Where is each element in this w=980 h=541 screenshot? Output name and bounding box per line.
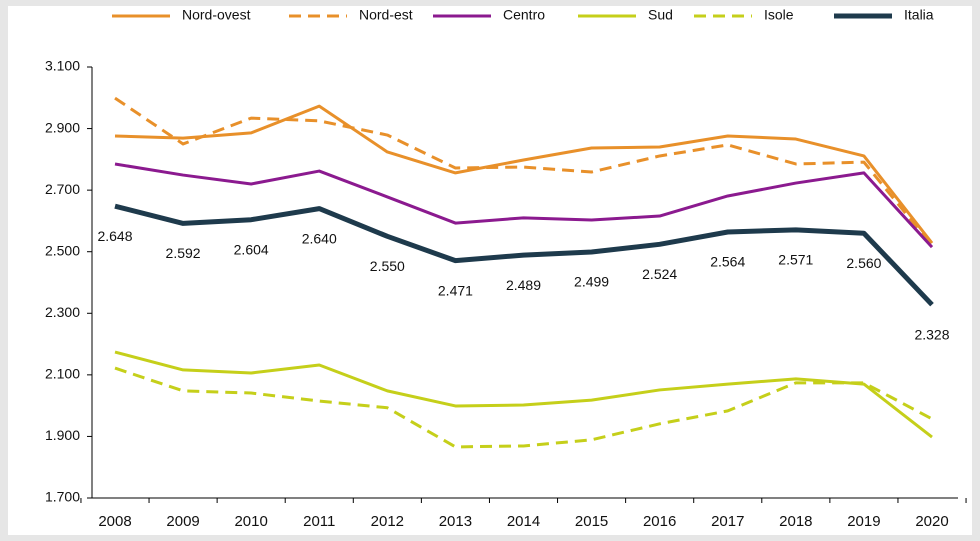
- y-tick-label: 2.700: [45, 181, 80, 197]
- x-tick-label: 2014: [507, 513, 540, 530]
- legend-label: Sud: [648, 7, 673, 23]
- data-label: 2.499: [574, 274, 609, 290]
- data-label: 2.471: [438, 282, 473, 298]
- data-label: 2.560: [846, 255, 881, 271]
- series-line: [114, 203, 934, 307]
- data-label: 2.489: [506, 277, 541, 293]
- y-tick-label: 1.700: [45, 489, 80, 505]
- x-tick-label: 2012: [371, 513, 404, 530]
- legend-label: Centro: [503, 7, 545, 23]
- legend-label: Nord-est: [359, 7, 413, 23]
- series-line: [114, 350, 933, 439]
- legend-label: Nord-ovest: [182, 7, 251, 23]
- x-tick-label: 2017: [711, 513, 744, 530]
- y-tick-label: 2.300: [45, 304, 80, 320]
- data-label: 2.550: [370, 258, 405, 274]
- series-line: [114, 162, 934, 249]
- data-label: 2.640: [302, 230, 337, 246]
- y-tick-label: 2.500: [45, 242, 80, 258]
- data-label: 2.648: [97, 228, 132, 244]
- y-tick-label: 2.900: [45, 119, 80, 135]
- x-tick-label: 2009: [166, 513, 199, 530]
- y-tick-label: 3.100: [45, 58, 80, 74]
- x-tick-label: 2018: [779, 513, 812, 530]
- data-label: 2.564: [710, 254, 745, 270]
- y-tick-label: 2.100: [45, 366, 80, 382]
- x-tick-label: 2019: [847, 513, 880, 530]
- legend-label: Isole: [764, 7, 794, 23]
- y-tick-label: 1.900: [45, 427, 80, 443]
- chart-background: [8, 6, 972, 535]
- data-label: 2.571: [778, 252, 813, 268]
- series-line: [114, 366, 933, 449]
- series-line: [114, 104, 934, 245]
- series-line: [114, 96, 934, 247]
- data-label: 2.592: [166, 245, 201, 261]
- x-tick-label: 2010: [234, 513, 267, 530]
- x-tick-label: 2008: [98, 513, 131, 530]
- data-label: 2.328: [914, 326, 949, 342]
- data-label: 2.604: [234, 241, 269, 257]
- x-tick-label: 2020: [915, 513, 948, 530]
- x-tick-label: 2015: [575, 513, 608, 530]
- legend-label: Italia: [904, 7, 934, 23]
- x-tick-label: 2013: [439, 513, 472, 530]
- data-label: 2.524: [642, 266, 677, 282]
- x-tick-label: 2011: [303, 513, 335, 530]
- x-tick-label: 2016: [643, 513, 676, 530]
